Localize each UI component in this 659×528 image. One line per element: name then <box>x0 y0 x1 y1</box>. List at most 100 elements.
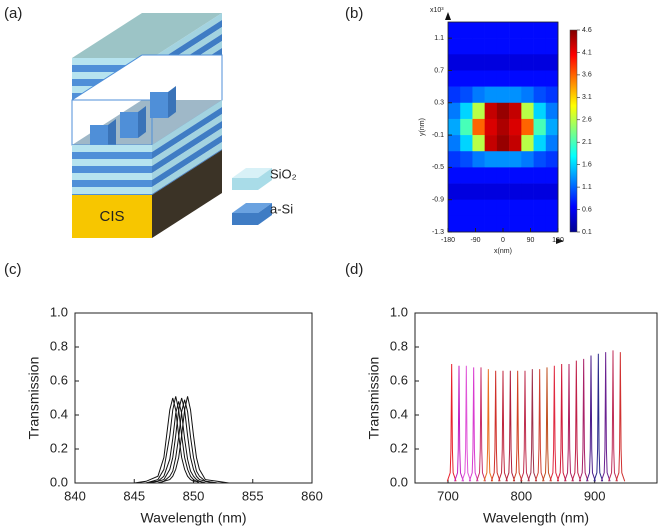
legend-side <box>258 203 272 225</box>
heat-cell <box>533 118 547 136</box>
heat-cell <box>533 86 547 104</box>
layer-side <box>152 121 222 173</box>
colorbar-tick-label: 1.1 <box>582 184 592 191</box>
heat-cell <box>545 199 559 217</box>
colorbar-tick-label: 3.6 <box>582 72 592 79</box>
heat-cell <box>472 102 485 120</box>
heat-cell <box>496 215 510 233</box>
heat-cell <box>509 86 522 104</box>
heat-cell <box>509 199 522 217</box>
heat-cell <box>545 118 559 136</box>
heat-cell <box>472 70 485 87</box>
series-line <box>75 401 312 484</box>
heat-cell <box>484 54 498 71</box>
heat-cell <box>460 199 473 217</box>
layer-front <box>72 145 152 152</box>
x-tick-label: 800 <box>510 488 532 503</box>
heat-cell <box>484 22 498 39</box>
heat-cell <box>484 38 498 55</box>
y-tick-label: 0.4 <box>390 406 408 421</box>
y-tick-label: 1.0 <box>390 304 408 319</box>
heat-cell <box>533 102 547 120</box>
heat-cell <box>509 167 522 184</box>
legend-top <box>232 168 272 178</box>
layer-side <box>152 128 222 180</box>
x-tick-label: -90 <box>470 237 480 244</box>
y-tick-label: -0.5 <box>432 164 444 171</box>
y-axis-title: Transmission <box>366 357 382 440</box>
x-tick-label: 0 <box>501 237 505 244</box>
x-tick-label: 850 <box>183 488 205 503</box>
x-tick-label: 90 <box>527 237 535 244</box>
heat-cell <box>533 167 547 184</box>
heat-cell <box>533 38 547 55</box>
colorbar-tick-label: 2.6 <box>582 117 592 124</box>
layer-side <box>152 114 222 166</box>
heat-cell <box>521 135 534 152</box>
layer-front <box>72 166 152 173</box>
x-tick-label: 900 <box>584 488 606 503</box>
diagram <box>71 13 272 238</box>
heat-cell <box>448 102 461 120</box>
heat-cell <box>533 22 547 39</box>
y-tick-label: 0.4 <box>50 406 68 421</box>
heat-cell <box>448 118 461 136</box>
colorbar-tick-label: 4.6 <box>582 27 592 34</box>
heat-cell <box>460 151 473 168</box>
heat-cell <box>521 54 534 71</box>
axis-arrow <box>556 238 564 244</box>
heat-cell <box>533 70 547 87</box>
heat-cell <box>521 70 534 87</box>
heat-cell <box>460 22 473 39</box>
pillar-front <box>150 92 168 118</box>
sio2-label: SiO₂ <box>270 166 297 181</box>
heat-cell <box>521 38 534 55</box>
heat-cell <box>448 135 461 152</box>
heat-cell <box>460 118 473 136</box>
series-line <box>476 367 486 482</box>
colorbar-tick-label: 0.1 <box>582 229 592 236</box>
x-tick-label: 860 <box>301 488 323 503</box>
heat-cell <box>496 135 510 152</box>
heat-cell <box>545 183 559 200</box>
heat-cell <box>448 215 461 233</box>
series-line <box>490 370 501 482</box>
asi-label: a-Si <box>270 201 293 216</box>
heat-cell <box>472 135 485 152</box>
x-axis-title: Wavelength (nm) <box>140 510 246 526</box>
colorbar-tick-label: 3.1 <box>582 94 592 101</box>
series-line <box>75 396 312 484</box>
heat-cell <box>509 38 522 55</box>
heat-cell <box>472 151 485 168</box>
heat-cell <box>484 183 498 200</box>
heat-cell <box>448 70 461 87</box>
colorbar-tick-label: 0.6 <box>582 206 592 213</box>
layer-front <box>72 173 152 180</box>
series-line <box>454 365 464 482</box>
heat-cell <box>460 135 473 152</box>
heat-cell <box>460 54 473 71</box>
heat-cell <box>545 135 559 152</box>
series-line <box>608 350 618 482</box>
series-line <box>542 367 552 482</box>
legend-side <box>258 168 272 190</box>
heat-cell <box>533 183 547 200</box>
heat-cell <box>521 86 534 104</box>
series-line <box>505 370 516 482</box>
heat-cell <box>545 38 559 55</box>
y-tick-label: 1.0 <box>50 304 68 319</box>
y-tick-label: 0.6 <box>390 372 408 387</box>
legend-front <box>232 178 258 190</box>
layer-side <box>152 142 222 194</box>
series-line <box>461 365 472 482</box>
y-tick-label: 0.0 <box>390 474 408 489</box>
heat-cell <box>545 54 559 71</box>
heat-cell <box>472 167 485 184</box>
heat-cell <box>545 102 559 120</box>
heat-cell <box>484 102 498 120</box>
heat-cell <box>448 86 461 104</box>
heat-cell <box>521 22 534 39</box>
colorbar <box>569 29 578 233</box>
heat-cell <box>472 22 485 39</box>
series-line <box>512 370 523 482</box>
